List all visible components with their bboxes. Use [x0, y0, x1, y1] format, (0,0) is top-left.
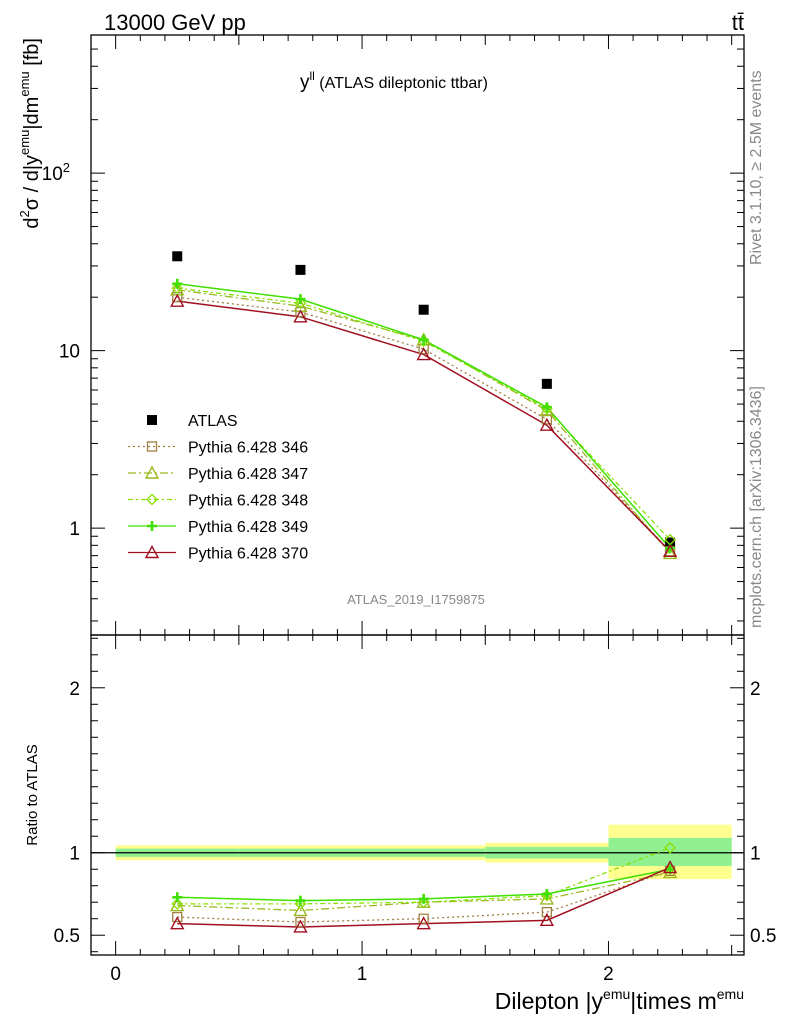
ratio-y-tick-label-right: 1 — [750, 844, 761, 865]
ratio-y-tick-label-right: 0.5 — [750, 926, 776, 947]
legend-label-349: Pythia 6.428 349 — [188, 519, 308, 536]
data-point-370 — [416, 347, 431, 361]
process-label: tt̄ — [732, 10, 744, 35]
data-point-ATLAS — [172, 251, 183, 262]
rivet-label: Rivet 3.1.10, ≥ 2.5M events — [748, 70, 765, 265]
data-point-ATLAS — [665, 537, 676, 548]
ratio-point-370 — [662, 860, 678, 874]
data-point-ATLAS — [418, 304, 429, 315]
ratio-point-347 — [293, 903, 308, 917]
ratio-uncertainty-bands — [91, 824, 744, 880]
data-point-ATLAS — [541, 378, 552, 389]
ratio-y-tick-label: 1 — [69, 844, 80, 865]
series-line-348 — [177, 287, 671, 541]
energy-label: 13000 GeV pp — [104, 10, 246, 35]
data-point-349 — [541, 402, 552, 413]
ratio-axis-ticks: 0.5 0.5 1 1 2 2 0 1 2 — [54, 635, 776, 985]
ratio-panel: 0.5 0.5 1 1 2 2 0 1 2 Ratio to ATLAS Dilepton |y… — [24, 634, 776, 1014]
ratio-point-348 — [664, 841, 676, 854]
data-point-ATLAS — [295, 264, 306, 275]
ratio-point-370 — [539, 912, 555, 927]
x-tick-label: 2 — [603, 964, 614, 985]
ratio-point-346 — [541, 906, 553, 918]
ratio-line-348 — [177, 847, 671, 905]
legend-marker-349 — [147, 521, 157, 531]
ratio-point-346 — [295, 916, 306, 928]
mcplots-label: mcplots.cern.ch [arXiv:1306.3436] — [748, 386, 765, 628]
data-point-348 — [171, 282, 184, 295]
series-line-370 — [177, 300, 671, 552]
data-point-349 — [418, 334, 429, 345]
data-point-370 — [662, 543, 678, 558]
ratio-point-346 — [418, 913, 429, 924]
legend-label-348: Pythia 6.428 348 — [188, 493, 308, 510]
main-y-axis-label: d2σ / d|yemu|dmemu [fb] — [17, 38, 43, 229]
ratio-point-349 — [295, 895, 306, 906]
ratio-point-349 — [418, 893, 429, 904]
ratio-y-tick-label: 2 — [69, 679, 80, 700]
main-series-lines — [177, 283, 671, 554]
ratio-y-tick-label: 0.5 — [54, 926, 80, 947]
legend: ATLAS Pythia 6.428 346 Pythia 6.428 347 Pyt… — [128, 413, 308, 563]
legend-marker-348 — [146, 493, 158, 506]
main-y-tick-label: 10 — [59, 342, 80, 363]
ratio-point-370 — [293, 919, 308, 933]
x-tick-label: 0 — [110, 964, 121, 985]
legend-label-346: Pythia 6.428 346 — [188, 440, 308, 457]
legend-label-347: Pythia 6.428 347 — [188, 466, 308, 483]
legend-marker-347 — [144, 465, 160, 479]
data-point-349 — [295, 294, 306, 305]
data-point-349 — [172, 278, 183, 289]
ratio-point-370 — [416, 916, 431, 930]
ratio-point-348 — [171, 897, 184, 910]
analysis-id: ATLAS_2019_I1759875 — [347, 592, 485, 607]
ratio-point-348 — [294, 897, 307, 910]
ratio-point-349 — [541, 888, 552, 899]
legend-marker-370 — [144, 545, 160, 559]
main-panel: 1 10 102 yll (ATLAS dileptonic ttbar) ATLA… — [17, 34, 745, 636]
series-line-347 — [177, 289, 671, 554]
legend-label-ATLAS: ATLAS — [188, 413, 238, 430]
data-point-370 — [539, 417, 555, 431]
main-series-markers — [170, 251, 678, 560]
ratio-point-348 — [417, 896, 430, 909]
ratio-frame — [90, 634, 745, 956]
main-y-tick-label: 102 — [42, 160, 70, 185]
data-point-347 — [662, 545, 678, 560]
data-point-370 — [170, 293, 185, 307]
plot-title: yll (ATLAS dileptonic ttbar) — [300, 69, 488, 93]
data-point-348 — [294, 297, 307, 310]
legend-marker-ATLAS — [147, 415, 157, 425]
ratio-point-346 — [172, 911, 183, 923]
main-axis-ticks: 1 10 102 — [42, 34, 744, 635]
ratio-point-370 — [170, 916, 185, 930]
ratio-y-tick-label-right: 2 — [750, 679, 761, 700]
main-y-tick-label: 1 — [69, 519, 80, 540]
legend-label-370: Pythia 6.428 370 — [188, 546, 308, 563]
x-tick-label: 1 — [357, 964, 368, 985]
ratio-line-347 — [177, 871, 671, 912]
x-axis-label: Dilepton |yemu|times memu — [495, 986, 744, 1014]
ratio-y-axis-label: Ratio to ATLAS — [24, 744, 41, 845]
data-point-370 — [293, 309, 308, 323]
ratio-series-markers — [170, 841, 678, 933]
legend-marker-346 — [146, 441, 158, 452]
ratio-point-349 — [172, 892, 183, 903]
